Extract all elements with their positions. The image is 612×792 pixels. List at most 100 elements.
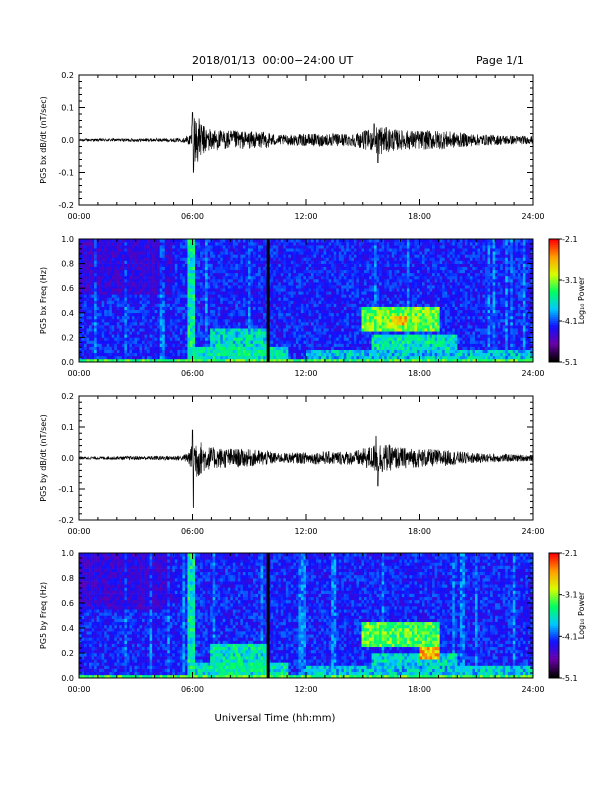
- spectrogram-cell: [154, 322, 158, 326]
- spectrogram-cell: [129, 325, 133, 329]
- spectrogram-cell: [316, 352, 319, 357]
- spectrogram-cell: [308, 275, 312, 280]
- spectrogram-cell: [298, 242, 302, 246]
- spectrogram-cell: [129, 355, 133, 360]
- spectrogram-cell: [212, 297, 216, 301]
- spectrogram-cell: [106, 349, 110, 354]
- spectrogram-cell: [174, 239, 178, 243]
- spectrogram-cell: [293, 260, 297, 264]
- spectrogram-cell: [121, 318, 125, 323]
- spectrogram-cell: [288, 297, 292, 301]
- spectrogram-cell: [220, 318, 224, 323]
- spectrogram-cell: [94, 312, 97, 317]
- spectrogram-cell: [230, 257, 234, 261]
- spectrogram-cell: [298, 340, 302, 344]
- spectrogram-cell: [316, 291, 319, 295]
- spectrogram-cell: [341, 328, 345, 332]
- spectrogram-cell: [184, 346, 188, 351]
- spectrogram-cell: [379, 272, 382, 277]
- spectrogram-cell: [149, 322, 153, 326]
- spectrogram-cell: [338, 285, 342, 289]
- spectrogram-cell: [288, 352, 292, 357]
- spectrogram-cell: [290, 325, 294, 329]
- spectrogram-cell: [89, 349, 92, 354]
- spectrogram-cell: [230, 272, 234, 277]
- spectrogram-cell: [147, 349, 150, 354]
- spectrogram-cell: [84, 309, 87, 314]
- spectrogram-cell: [164, 248, 168, 252]
- spectrogram-cell: [207, 248, 211, 252]
- spectrogram-cell: [275, 257, 279, 261]
- spectrogram-cell: [323, 349, 327, 354]
- spectrogram-cell: [331, 325, 335, 329]
- spectrogram-cell: [121, 358, 125, 363]
- spectrogram-cell: [104, 355, 108, 360]
- spectrogram-cell: [300, 349, 304, 354]
- spectrogram-cell: [270, 309, 274, 314]
- spectrogram-cell: [308, 328, 312, 332]
- spectrogram-cell: [253, 349, 256, 354]
- spectrogram-cell: [323, 312, 327, 317]
- spectrogram-cell: [374, 346, 377, 351]
- spectrogram-cell: [235, 349, 239, 354]
- spectrogram-cell: [258, 242, 261, 246]
- spectrogram-cell: [311, 309, 314, 314]
- spectrogram-cell: [116, 343, 120, 347]
- spectrogram-cell: [167, 355, 171, 360]
- spectrogram-cell: [242, 285, 246, 289]
- spectrogram-cell: [348, 346, 352, 351]
- spectrogram-cell: [328, 245, 332, 249]
- spectrogram-cell: [79, 358, 82, 363]
- spectrogram-cell: [119, 300, 123, 304]
- spectrogram-cell: [94, 349, 97, 354]
- spectrogram-cell: [308, 334, 312, 338]
- spectrogram-cell: [164, 349, 168, 354]
- spectrogram-cell: [384, 275, 388, 280]
- spectrogram-cell: [331, 331, 335, 335]
- spectrogram-cell: [343, 318, 347, 323]
- spectrogram-cell: [369, 242, 372, 246]
- spectrogram-cell: [351, 306, 355, 311]
- spectrogram-cell: [240, 337, 244, 341]
- spectrogram-cell: [195, 266, 198, 271]
- spectrogram-cell: [84, 334, 87, 338]
- spectrogram-cell: [230, 242, 234, 246]
- spectrogram-cell: [174, 309, 178, 314]
- spectrogram-cell: [293, 315, 297, 320]
- spectrogram-cell: [114, 288, 118, 292]
- spectrogram-cell: [326, 242, 329, 246]
- spectrogram-cell: [381, 349, 385, 354]
- spectrogram-cell: [379, 297, 382, 301]
- spectrogram-cell: [245, 257, 249, 261]
- spectrogram-cell: [111, 331, 115, 335]
- spectrogram-cell: [331, 263, 335, 267]
- spectrogram-cell: [242, 328, 246, 332]
- spectrogram-cell: [336, 355, 340, 360]
- spectrogram-cell: [215, 272, 219, 277]
- spectrogram-cell: [212, 245, 216, 249]
- spectrogram-cell: [303, 278, 307, 283]
- spectrogram-cell: [341, 346, 345, 351]
- spectrogram-cell: [116, 306, 120, 311]
- spectrogram-cell: [290, 358, 294, 363]
- spectrogram-cell: [374, 309, 377, 314]
- spectrogram-cell: [346, 260, 350, 264]
- spectrogram-cell: [278, 297, 282, 301]
- spectrogram-cell: [159, 275, 163, 280]
- spectrogram-cell: [351, 272, 355, 277]
- spectrogram-cell: [149, 315, 153, 320]
- spectrogram-cell: [321, 257, 324, 261]
- spectrogram-cell: [195, 251, 198, 255]
- spectrogram-cell: [159, 257, 163, 261]
- spectrogram-cell: [172, 275, 176, 280]
- spectrogram-cell: [159, 288, 163, 292]
- spectrogram-cell: [109, 346, 113, 351]
- spectrogram-cell: [192, 251, 196, 255]
- spectrogram-cell: [303, 285, 307, 289]
- spectrogram-cell: [121, 300, 125, 304]
- spectrogram-cell: [104, 263, 108, 267]
- spectrogram-cell: [311, 266, 314, 271]
- spectrogram-cell: [306, 340, 309, 344]
- spectrogram-cell: [358, 239, 362, 243]
- spectrogram-cell: [311, 297, 314, 301]
